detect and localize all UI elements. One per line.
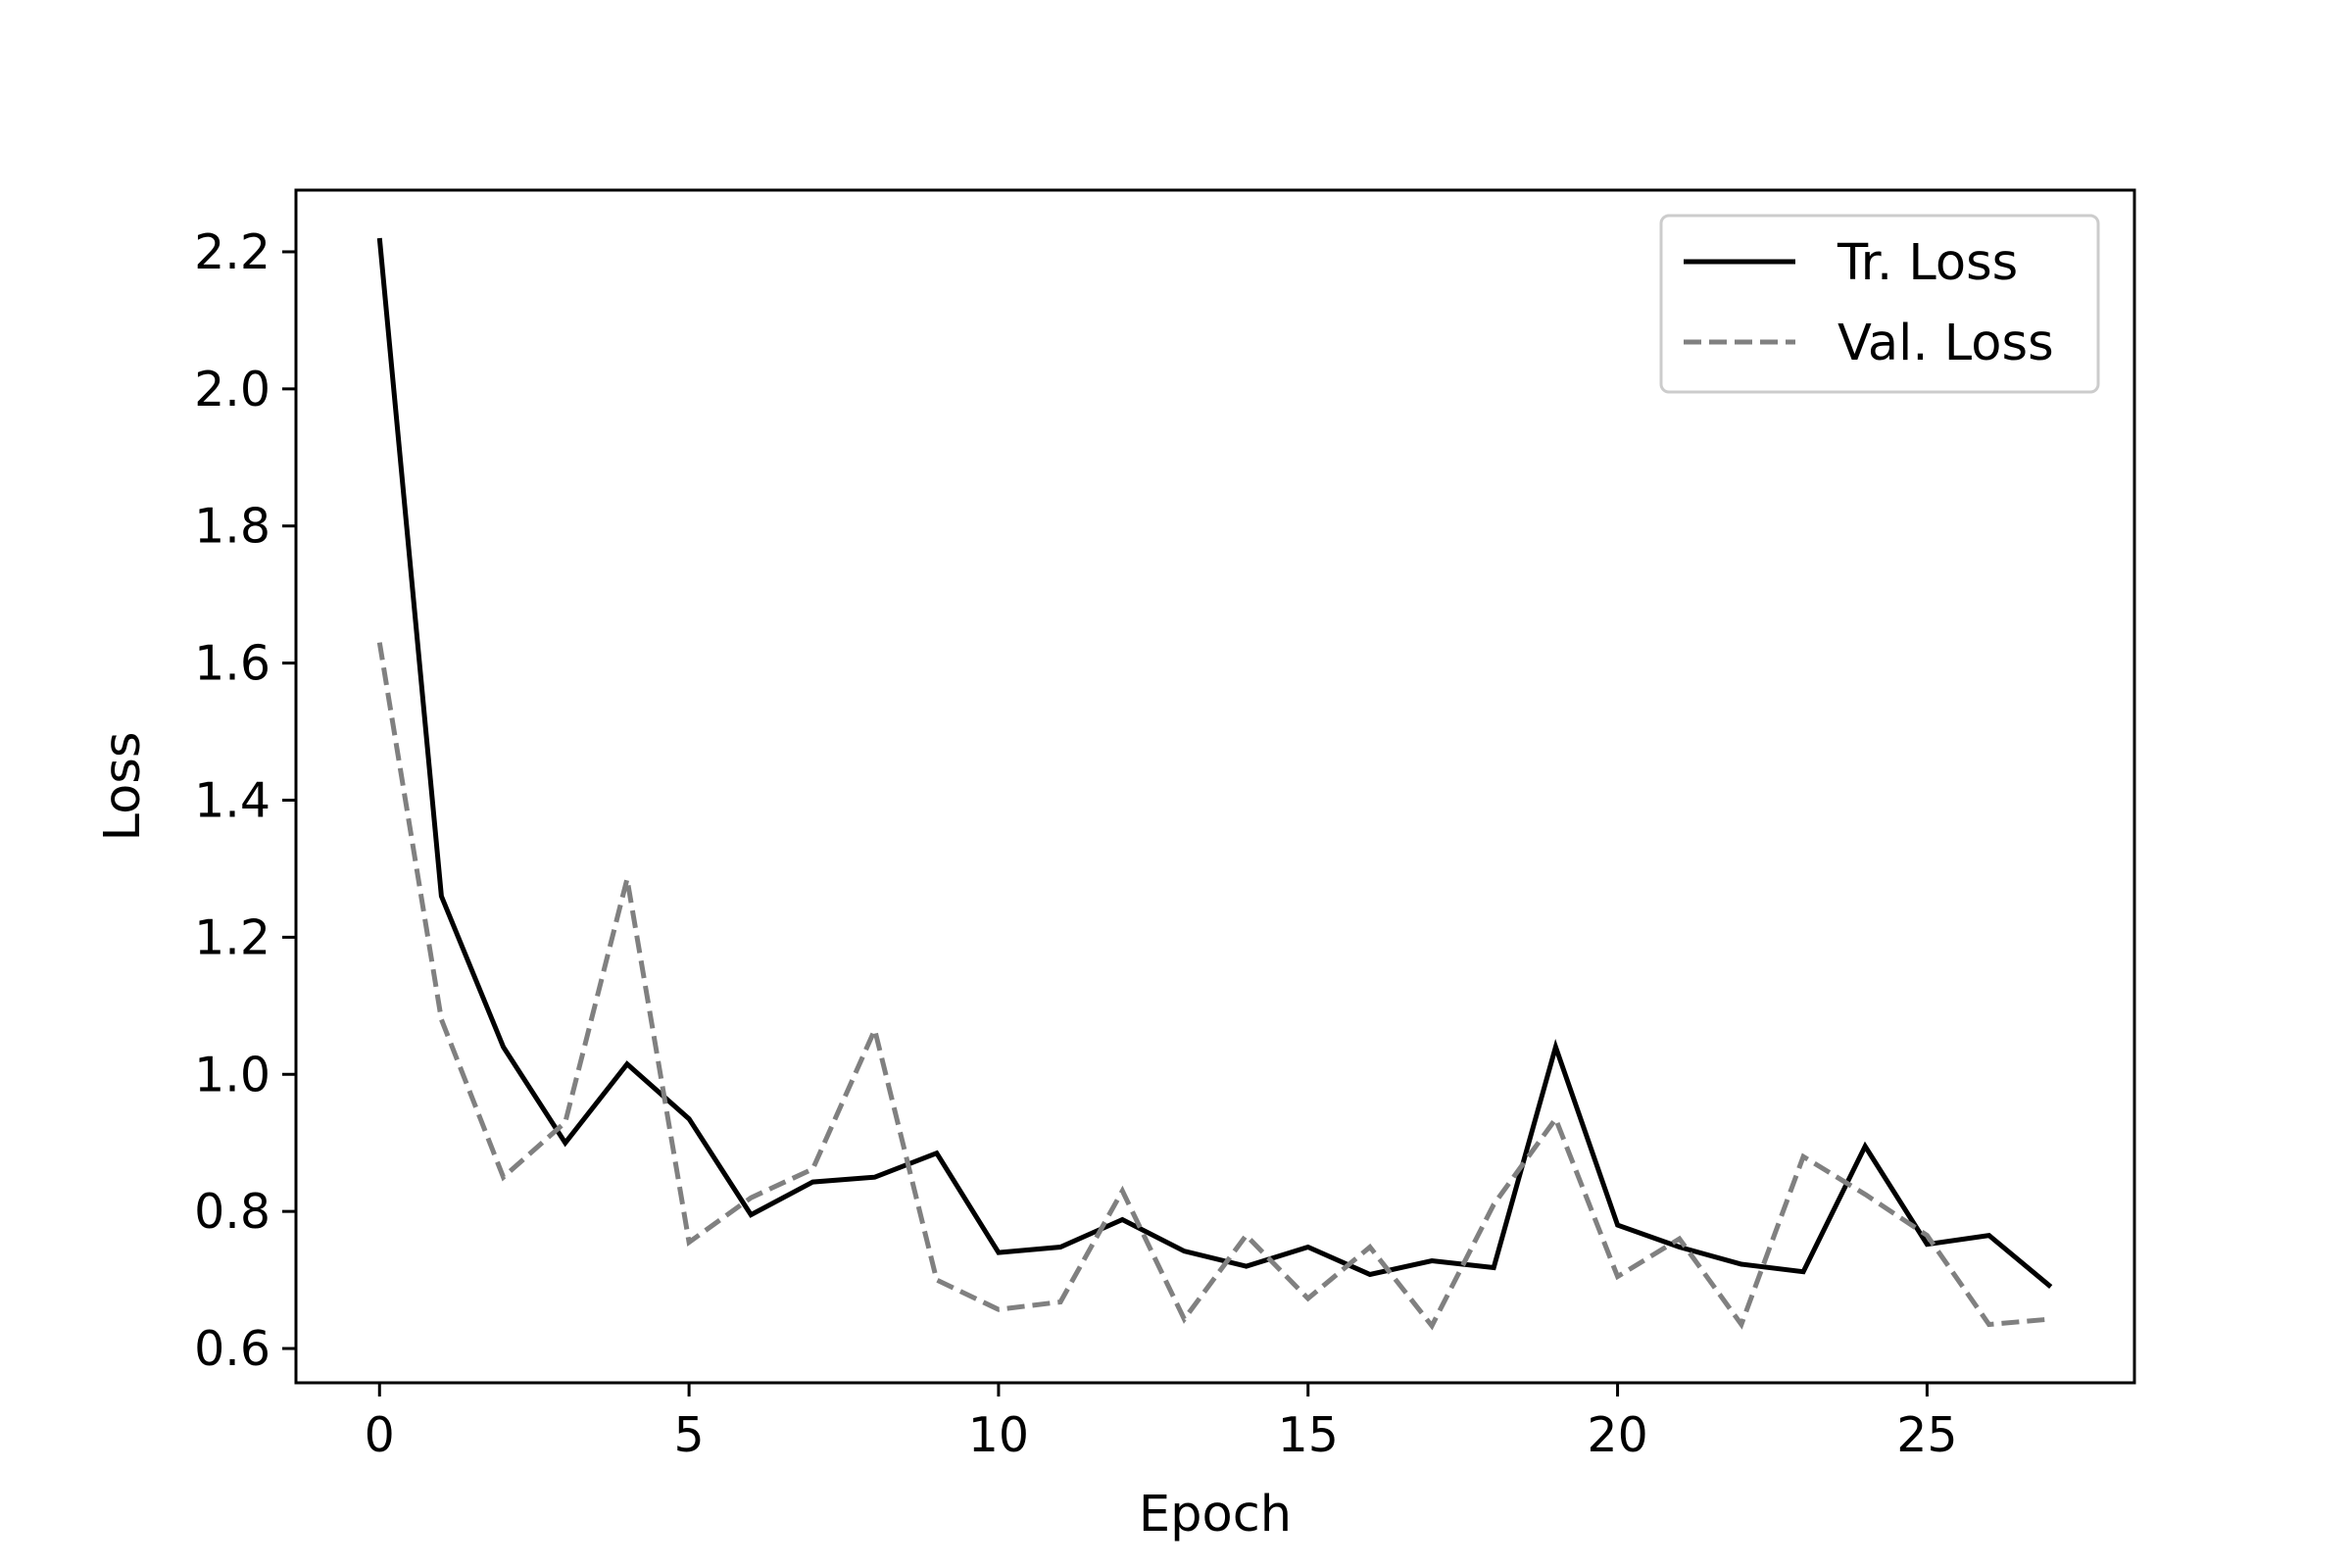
- y-tick-label: 1.6: [194, 636, 270, 692]
- x-axis: 0 5 10 15 20 25: [365, 1383, 1958, 1463]
- y-tick-label: 1.0: [194, 1047, 270, 1102]
- y-axis-label: Loss: [94, 732, 152, 842]
- y-tick-label: 2.2: [194, 224, 270, 280]
- x-tick-label: 15: [1278, 1407, 1339, 1463]
- x-tick-label: 25: [1896, 1407, 1957, 1463]
- y-tick-label: 0.6: [194, 1321, 270, 1377]
- y-tick-label: 1.2: [194, 909, 270, 965]
- x-axis-label: Epoch: [1139, 1486, 1292, 1544]
- series-line-train-loss: [376, 237, 2053, 1290]
- x-tick-label: 10: [968, 1407, 1029, 1463]
- legend-label: Val. Loss: [1838, 315, 2054, 372]
- plot-lines: [376, 237, 2053, 1331]
- y-tick-label: 1.4: [194, 772, 270, 828]
- series-line-val-loss: [376, 642, 2051, 1331]
- y-tick-label: 2.0: [194, 362, 270, 417]
- x-tick-label: 20: [1587, 1407, 1647, 1463]
- x-tick-label: 0: [365, 1407, 395, 1463]
- y-tick-label: 0.8: [194, 1184, 270, 1240]
- legend: Tr. Loss Val. Loss: [1659, 214, 2100, 394]
- legend-label: Tr. Loss: [1837, 234, 2018, 292]
- plot-area-frame: [294, 188, 2136, 1385]
- x-tick-label: 5: [674, 1407, 705, 1463]
- y-tick-label: 1.8: [194, 499, 270, 555]
- y-axis: 0.6 0.8 1.0 1.2 1.4 1.6 1.8 2.0 2.2: [194, 224, 296, 1377]
